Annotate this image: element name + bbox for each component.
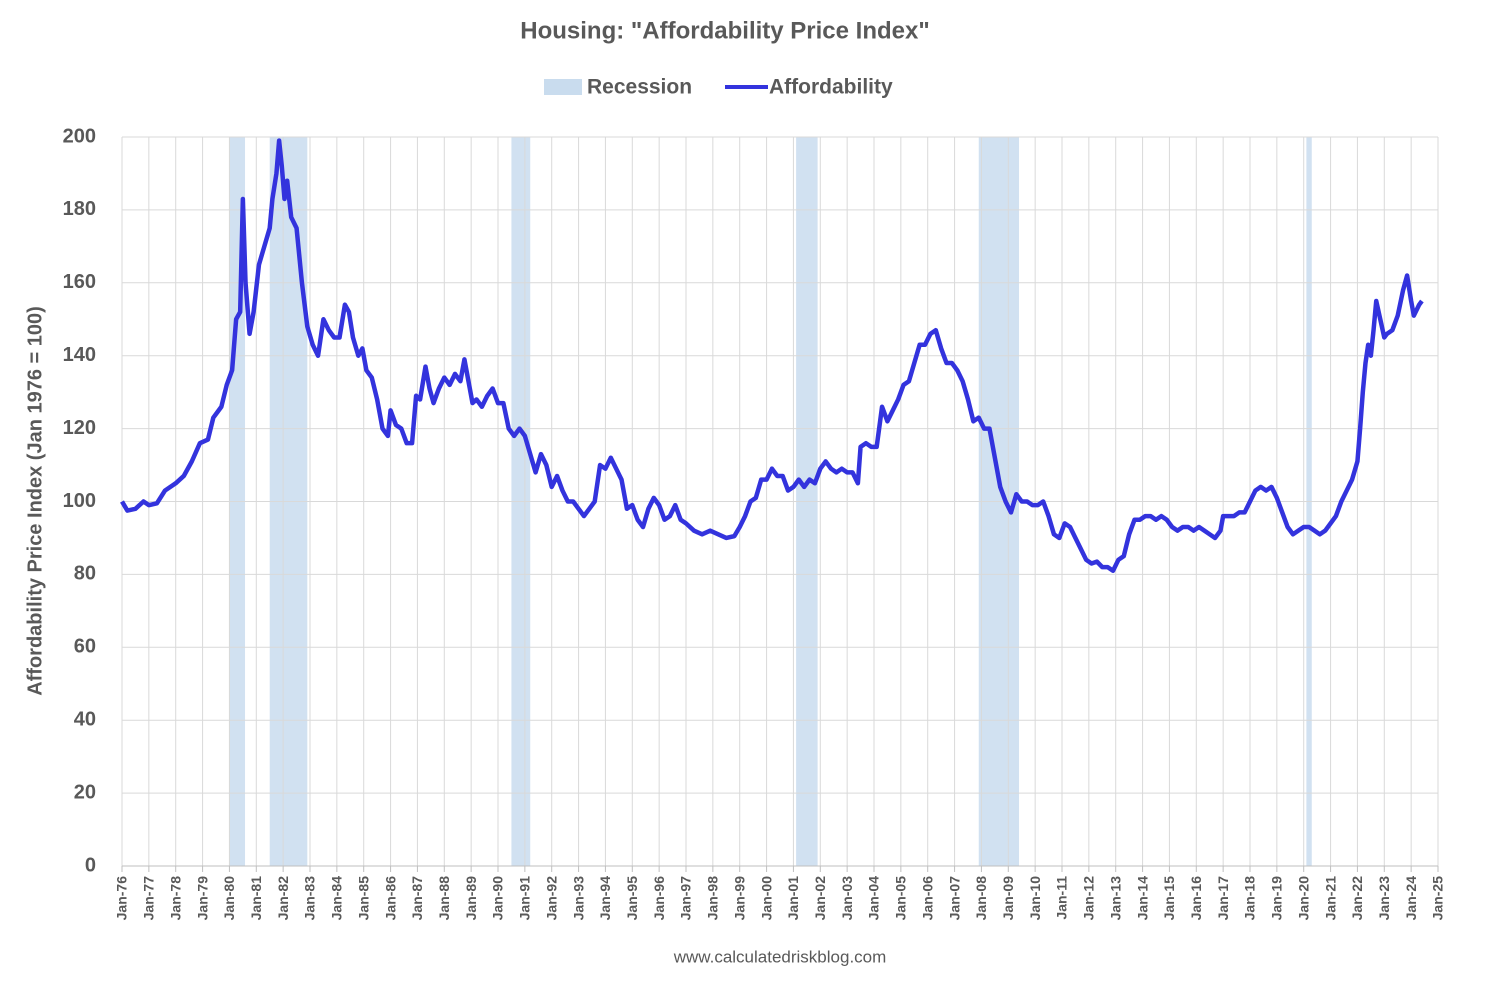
x-tick-label: Jan-92	[543, 876, 559, 921]
x-tick-label: Jan-16	[1188, 876, 1204, 921]
x-tick-label: Jan-19	[1269, 876, 1285, 921]
chart-title: Housing: "Affordability Price Index"	[520, 17, 929, 44]
x-tick-label: Jan-08	[973, 876, 989, 921]
source: www.calculatedriskblog.com	[673, 947, 887, 966]
x-tick-label: Jan-85	[355, 876, 371, 921]
x-tick-label: Jan-03	[839, 876, 855, 921]
x-tick-label: Jan-04	[866, 876, 882, 921]
x-tick-label: Jan-15	[1161, 876, 1177, 921]
y-tick-label: 60	[74, 636, 96, 658]
x-tick-label: Jan-18	[1242, 876, 1258, 921]
x-tick-label: Jan-07	[946, 876, 962, 921]
legend-swatch	[544, 79, 582, 95]
x-tick-label: Jan-86	[382, 876, 398, 921]
x-tick-label: Jan-84	[329, 876, 345, 921]
x-tick-label: Jan-14	[1134, 876, 1150, 921]
y-tick-label: 180	[63, 198, 96, 220]
x-tick-label: Jan-87	[409, 876, 425, 921]
x-tick-label: Jan-21	[1322, 876, 1338, 921]
x-tick-label: Jan-06	[919, 876, 935, 921]
legend-label: Affordability	[769, 76, 893, 99]
legend-label: Recession	[587, 76, 692, 99]
x-tick-label: Jan-90	[490, 876, 506, 921]
x-tick-label: Jan-91	[517, 876, 533, 921]
x-tick-label: Jan-00	[758, 876, 774, 921]
x-tick-label: Jan-94	[597, 876, 613, 921]
data-line	[120, 138, 1424, 573]
x-tick-label: Jan-25	[1430, 876, 1446, 921]
y-tick-label: 0	[85, 854, 96, 876]
y-axis-label: Affordability Price Index (Jan 1976 = 10…	[24, 306, 46, 696]
x-tick-label: Jan-98	[705, 876, 721, 921]
x-tick-label: Jan-97	[678, 876, 694, 921]
x-tick-label: Jan-76	[114, 876, 130, 921]
x-tick-label: Jan-81	[248, 876, 264, 921]
x-tick-label: Jan-93	[570, 876, 586, 921]
y-tick-label: 120	[63, 417, 96, 439]
x-tick-label: Jan-09	[1000, 876, 1016, 921]
x-tick-label: Jan-78	[167, 876, 183, 921]
x-tick-label: Jan-12	[1081, 876, 1097, 921]
x-tick-label: Jan-22	[1349, 876, 1365, 921]
x-tick-label: Jan-23	[1376, 876, 1392, 921]
x-tick-label: Jan-11	[1054, 876, 1070, 920]
x-tick-label: Jan-95	[624, 876, 640, 921]
x-tick-label: Jan-10	[1027, 876, 1043, 921]
x-tick-label: Jan-89	[463, 876, 479, 921]
y-tick-label: 80	[74, 563, 96, 585]
x-tick-label: Jan-77	[141, 876, 157, 921]
y-tick-label: 40	[74, 708, 96, 730]
x-tick-label: Jan-82	[275, 876, 291, 921]
x-tick-label: Jan-80	[221, 876, 237, 921]
legend: Recession Affordability	[544, 76, 893, 99]
x-tick-label: Jan-96	[651, 876, 667, 921]
x-tick-label: Jan-01	[785, 876, 801, 921]
x-tick-label: Jan-24	[1403, 876, 1419, 921]
x-tick-label: Jan-02	[812, 876, 828, 921]
x-tick-label: Jan-99	[731, 876, 747, 921]
x-tick-label: Jan-83	[302, 876, 318, 921]
x-tick-label: Jan-79	[194, 876, 210, 921]
y-tick-label: 160	[63, 271, 96, 293]
x-tick-label: Jan-20	[1295, 876, 1311, 921]
x-tick-label: Jan-88	[436, 876, 452, 921]
x-tick-label: Jan-17	[1215, 876, 1231, 921]
y-tick-label: 20	[74, 781, 96, 803]
x-tick-label: Jan-05	[893, 876, 909, 921]
y-tick-label: 100	[63, 490, 96, 512]
y-tick-label: 200	[63, 125, 96, 147]
plot	[120, 136, 1439, 872]
y-tick-label: 140	[63, 344, 96, 366]
x-tick-label: Jan-13	[1107, 876, 1123, 921]
